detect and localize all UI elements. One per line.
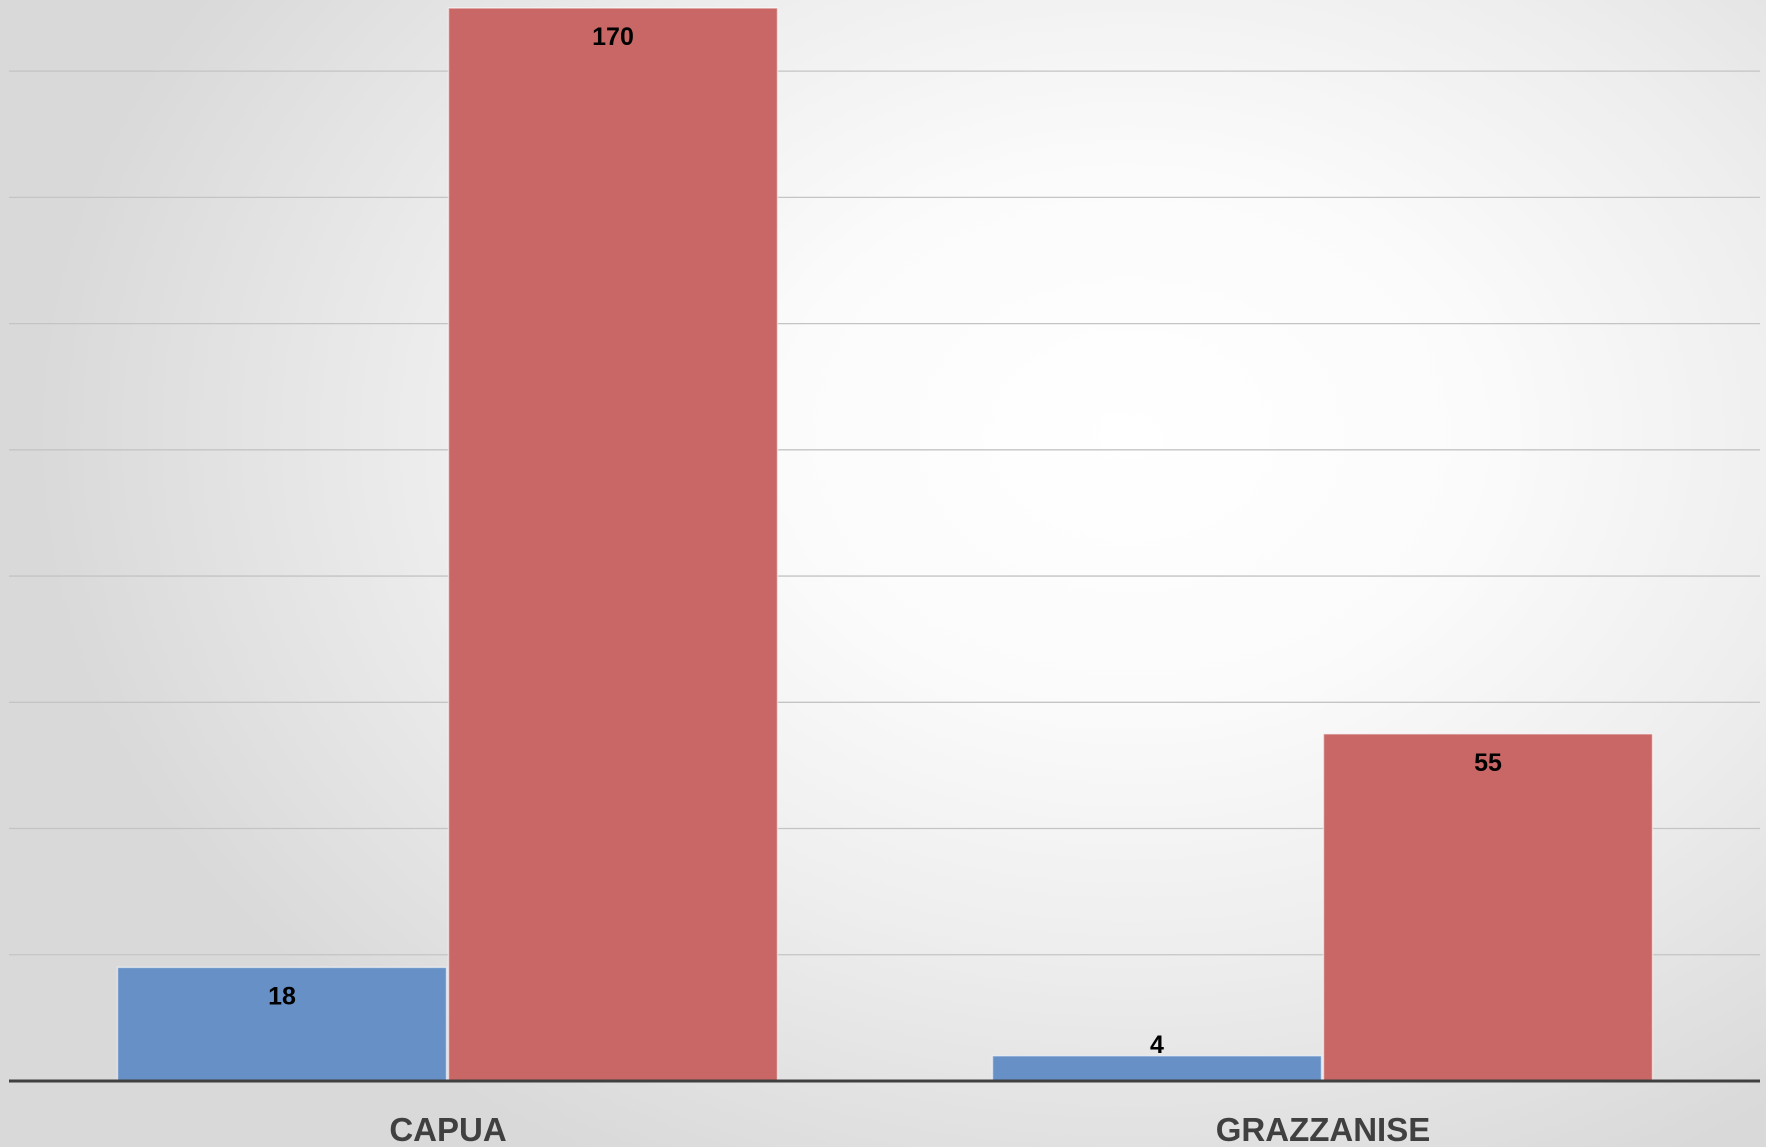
- data-labels: 18 4 170 55: [268, 23, 1502, 1059]
- bar-series1-capua: [116, 966, 448, 1082]
- data-label-series2-grazzanise: 55: [1474, 749, 1502, 777]
- data-label-series2-capua: 170: [592, 23, 634, 51]
- bar-series2-grazzanise: [1322, 733, 1654, 1082]
- data-label-series1-grazzanise: 4: [1150, 1031, 1164, 1059]
- gridlines: [9, 70, 1760, 956]
- bar-series2-capua: [447, 7, 779, 1082]
- category-label-capua: CAPUA: [389, 1111, 506, 1147]
- category-label-grazzanise: GRAZZANISE: [1216, 1111, 1431, 1147]
- data-label-series1-capua: 18: [268, 982, 296, 1010]
- bar-series1-grazzanise: [991, 1055, 1323, 1082]
- category-labels: CAPUA GRAZZANISE: [389, 1111, 1430, 1147]
- bars: [116, 7, 1654, 1082]
